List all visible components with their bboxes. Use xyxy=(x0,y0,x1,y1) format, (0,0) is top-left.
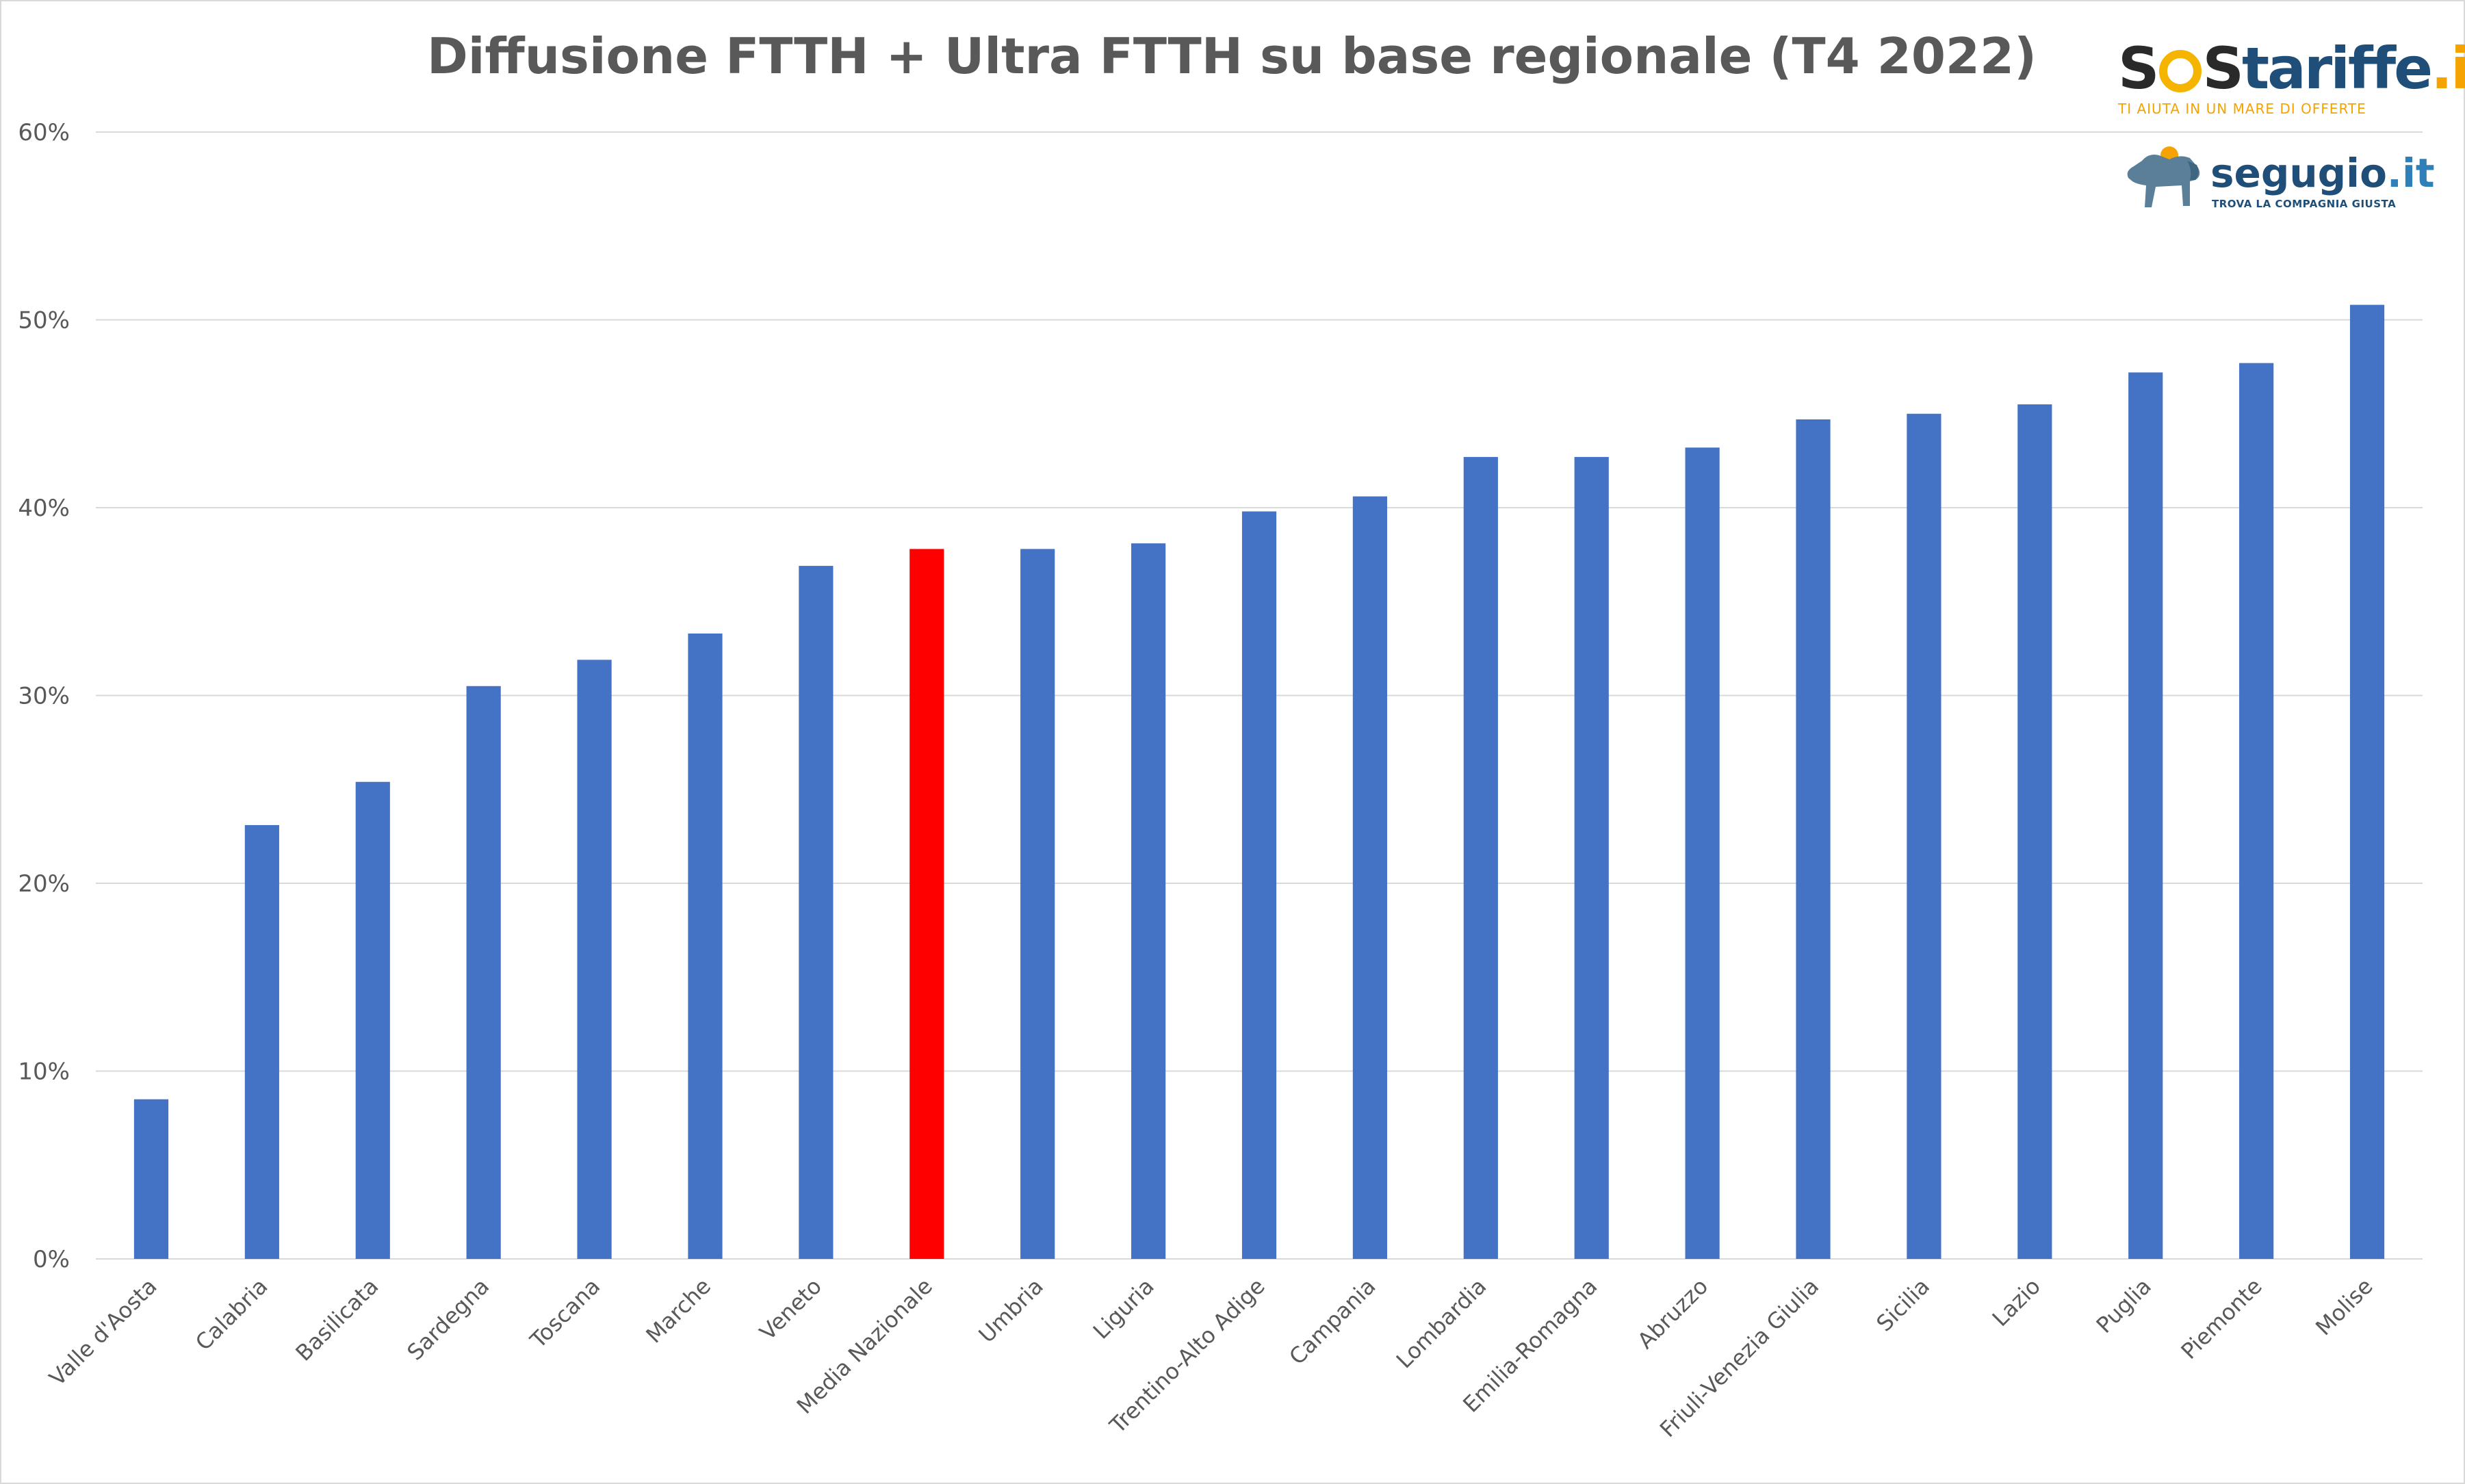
bar xyxy=(244,824,279,1259)
y-tick-label: 20% xyxy=(18,870,70,898)
segugio-suffix: .it xyxy=(2386,150,2435,196)
logo-text: S xyxy=(2118,35,2159,102)
y-tick-label: 0% xyxy=(33,1246,70,1273)
bar xyxy=(2239,363,2274,1259)
bar xyxy=(1463,456,1498,1259)
logo-text: tariffe xyxy=(2242,35,2433,102)
segugio-logo: segugio.it TROVA LA COMPAGNIA GIUSTA xyxy=(2121,140,2435,216)
bar xyxy=(1796,419,1831,1259)
bar xyxy=(2349,304,2385,1259)
bar xyxy=(355,781,390,1259)
segugio-wordmark: segugio xyxy=(2210,150,2387,196)
logo-text: .it xyxy=(2431,35,2465,102)
bar xyxy=(1685,447,1720,1260)
bar xyxy=(2017,404,2052,1259)
bar xyxy=(799,566,834,1259)
bar xyxy=(1131,543,1166,1259)
bars xyxy=(133,304,2385,1260)
x-tick-label: Marche xyxy=(641,1273,716,1349)
lifebuoy-icon xyxy=(2158,50,2202,92)
logo-text: S xyxy=(2202,35,2244,102)
x-tick-label: Valle d'Aosta xyxy=(44,1273,162,1391)
bar xyxy=(1574,456,1609,1259)
y-tick-label: 50% xyxy=(18,307,70,335)
x-tick-label: Toscana xyxy=(525,1273,606,1354)
y-tick-label: 40% xyxy=(18,495,70,522)
y-tick-label: 10% xyxy=(18,1058,70,1086)
y-axis-ticks: 0% 10% 20% 30% 40% 50% 60% xyxy=(18,119,70,1273)
x-tick-label: Calabria xyxy=(190,1273,273,1356)
bar xyxy=(133,1099,169,1259)
x-tick-label: Lazio xyxy=(1987,1273,2045,1331)
bar xyxy=(1907,413,1941,1259)
bar xyxy=(577,660,612,1259)
x-tick-label: Umbria xyxy=(974,1273,1048,1348)
x-tick-label: Liguria xyxy=(1088,1273,1159,1344)
x-tick-label: Campania xyxy=(1284,1273,1380,1370)
sostariffe-tagline: TI AIUTA IN UN MARE DI OFFERTE xyxy=(2118,101,2366,117)
y-tick-label: 60% xyxy=(18,119,70,146)
bar xyxy=(1020,549,1055,1259)
bar xyxy=(688,633,723,1259)
x-tick-label: Basilicata xyxy=(290,1273,383,1366)
x-tick-label: Sardegna xyxy=(402,1273,494,1366)
segugio-tagline: TROVA LA COMPAGNIA GIUSTA xyxy=(2212,198,2397,210)
dog-icon xyxy=(2127,146,2200,207)
bar xyxy=(909,549,944,1259)
bar xyxy=(2128,372,2163,1259)
x-tick-label: Lombardia xyxy=(1391,1273,1492,1374)
bar xyxy=(1241,511,1277,1259)
x-tick-label: Puglia xyxy=(2091,1273,2156,1338)
y-tick-label: 30% xyxy=(18,683,70,710)
chart-title: Diffusione FTTH + Ultra FTTH su base reg… xyxy=(426,27,2037,85)
x-axis-labels: Valle d'Aosta Calabria Basilicata Sardegna T… xyxy=(44,1273,2377,1442)
bar xyxy=(466,686,501,1259)
x-tick-label: Veneto xyxy=(755,1273,827,1345)
bar xyxy=(1352,496,1387,1259)
x-tick-label: Molise xyxy=(2310,1273,2378,1341)
x-tick-label: Sicilia xyxy=(1871,1273,1935,1337)
x-tick-label: Piemonte xyxy=(2176,1273,2267,1364)
x-tick-label: Abruzzo xyxy=(1632,1273,1713,1354)
